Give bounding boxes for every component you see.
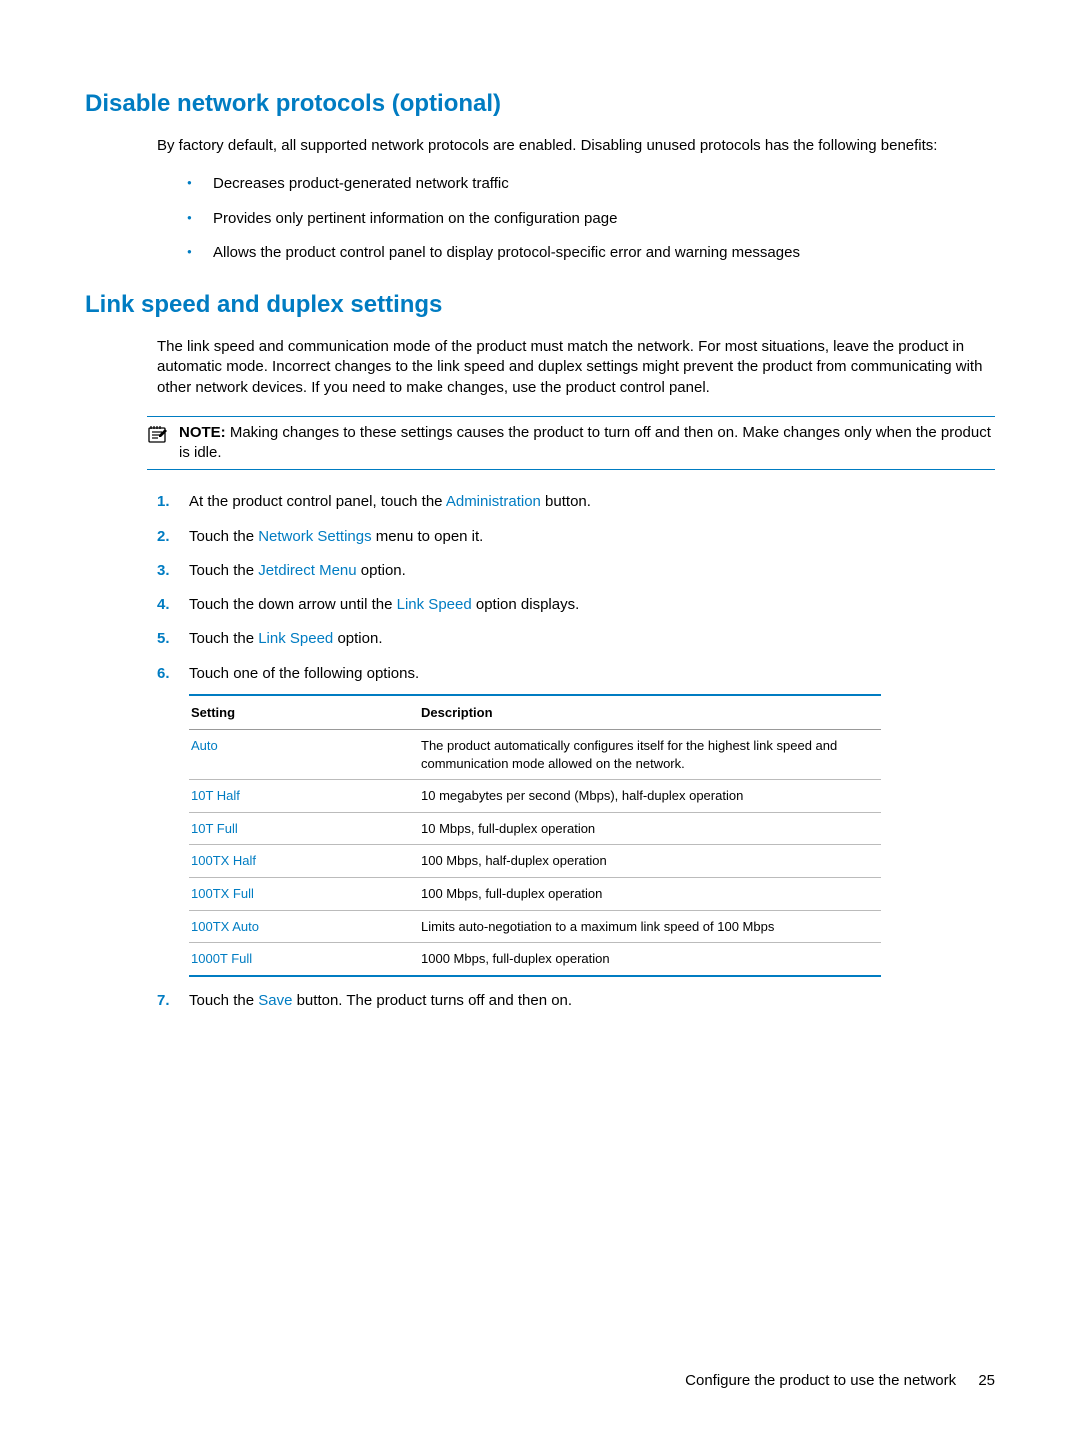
ui-link-jetdirect-menu: Jetdirect Menu — [258, 562, 356, 579]
table-row: 100TX AutoLimits auto-negotiation to a m… — [189, 910, 881, 943]
table-cell-setting: 100TX Full — [189, 878, 419, 911]
table-cell-description: 10 megabytes per second (Mbps), half-dup… — [419, 780, 881, 813]
table-header-setting: Setting — [189, 695, 419, 730]
intro-paragraph: By factory default, all supported networ… — [157, 136, 995, 156]
table-cell-setting: 10T Full — [189, 812, 419, 845]
table-row: 1000T Full1000 Mbps, full-duplex operati… — [189, 943, 881, 976]
table-row: AutoThe product automatically configures… — [189, 730, 881, 780]
ui-link-administration: Administration — [446, 493, 541, 510]
note-label: NOTE: — [179, 424, 226, 441]
ui-link-link-speed: Link Speed — [397, 596, 472, 613]
table-cell-description: 1000 Mbps, full-duplex operation — [419, 943, 881, 976]
benefits-list: Decreases product-generated network traf… — [187, 174, 995, 263]
section-heading-disable-protocols: Disable network protocols (optional) — [85, 90, 995, 118]
footer-text: Configure the product to use the network — [685, 1372, 956, 1389]
step-item: Touch the Link Speed option. — [157, 629, 995, 649]
step-item: Touch the Network Settings menu to open … — [157, 527, 995, 547]
section-heading-link-speed: Link speed and duplex settings — [85, 291, 995, 319]
steps-list: At the product control panel, touch the … — [157, 492, 995, 1011]
note-body: Making changes to these settings causes … — [179, 424, 991, 461]
page-number: 25 — [978, 1372, 995, 1389]
step-item: Touch one of the following options. Sett… — [157, 664, 995, 977]
table-cell-setting: Auto — [189, 730, 419, 780]
table-cell-setting: 10T Half — [189, 780, 419, 813]
table-row: 100TX Half100 Mbps, half-duplex operatio… — [189, 845, 881, 878]
table-cell-setting: 1000T Full — [189, 943, 419, 976]
note-text: NOTE: Making changes to these settings c… — [179, 423, 995, 464]
step-item: Touch the Save button. The product turns… — [157, 991, 995, 1011]
table-cell-description: 10 Mbps, full-duplex operation — [419, 812, 881, 845]
list-item: Decreases product-generated network traf… — [187, 174, 995, 194]
list-item: Allows the product control panel to disp… — [187, 243, 995, 263]
table-cell-setting: 100TX Auto — [189, 910, 419, 943]
list-item: Provides only pertinent information on t… — [187, 209, 995, 229]
table-row: 10T Half10 megabytes per second (Mbps), … — [189, 780, 881, 813]
table-row: 10T Full10 Mbps, full-duplex operation — [189, 812, 881, 845]
table-cell-description: 100 Mbps, full-duplex operation — [419, 878, 881, 911]
ui-link-save: Save — [258, 992, 292, 1009]
table-header-row: Setting Description — [189, 695, 881, 730]
step-item: At the product control panel, touch the … — [157, 492, 995, 512]
page-footer: Configure the product to use the network… — [685, 1372, 995, 1389]
table-cell-description: Limits auto-negotiation to a maximum lin… — [419, 910, 881, 943]
step-item: Touch the down arrow until the Link Spee… — [157, 595, 995, 615]
intro-paragraph: The link speed and communication mode of… — [157, 337, 995, 398]
step-item: Touch the Jetdirect Menu option. — [157, 561, 995, 581]
table-cell-description: The product automatically configures its… — [419, 730, 881, 780]
table-header-description: Description — [419, 695, 881, 730]
note-block: NOTE: Making changes to these settings c… — [147, 416, 995, 471]
ui-link-network-settings: Network Settings — [258, 528, 371, 545]
table-cell-setting: 100TX Half — [189, 845, 419, 878]
table-cell-description: 100 Mbps, half-duplex operation — [419, 845, 881, 878]
link-speed-table: Setting Description AutoThe product auto… — [189, 694, 881, 977]
note-icon — [147, 425, 169, 450]
ui-link-link-speed: Link Speed — [258, 630, 333, 647]
table-row: 100TX Full100 Mbps, full-duplex operatio… — [189, 878, 881, 911]
